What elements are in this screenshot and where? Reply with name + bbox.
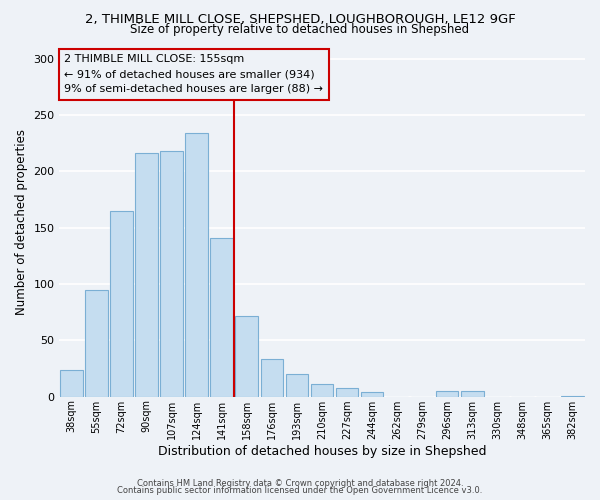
Bar xyxy=(110,211,133,396)
Bar xyxy=(461,391,484,396)
Text: Contains public sector information licensed under the Open Government Licence v3: Contains public sector information licen… xyxy=(118,486,482,495)
Text: Size of property relative to detached houses in Shepshed: Size of property relative to detached ho… xyxy=(130,22,470,36)
Text: 2, THIMBLE MILL CLOSE, SHEPSHED, LOUGHBOROUGH, LE12 9GF: 2, THIMBLE MILL CLOSE, SHEPSHED, LOUGHBO… xyxy=(85,12,515,26)
Bar xyxy=(185,133,208,396)
Bar xyxy=(260,360,283,397)
Bar xyxy=(135,154,158,396)
Bar xyxy=(361,392,383,396)
Y-axis label: Number of detached properties: Number of detached properties xyxy=(15,129,28,315)
Bar xyxy=(211,238,233,396)
Bar xyxy=(160,151,183,396)
Bar xyxy=(286,374,308,396)
Bar xyxy=(235,316,258,396)
Bar xyxy=(336,388,358,396)
Bar xyxy=(60,370,83,396)
X-axis label: Distribution of detached houses by size in Shepshed: Distribution of detached houses by size … xyxy=(158,444,486,458)
Bar xyxy=(436,391,458,396)
Bar xyxy=(85,290,108,397)
Bar xyxy=(311,384,333,396)
Text: 2 THIMBLE MILL CLOSE: 155sqm
← 91% of detached houses are smaller (934)
9% of se: 2 THIMBLE MILL CLOSE: 155sqm ← 91% of de… xyxy=(64,54,323,94)
Text: Contains HM Land Registry data © Crown copyright and database right 2024.: Contains HM Land Registry data © Crown c… xyxy=(137,478,463,488)
